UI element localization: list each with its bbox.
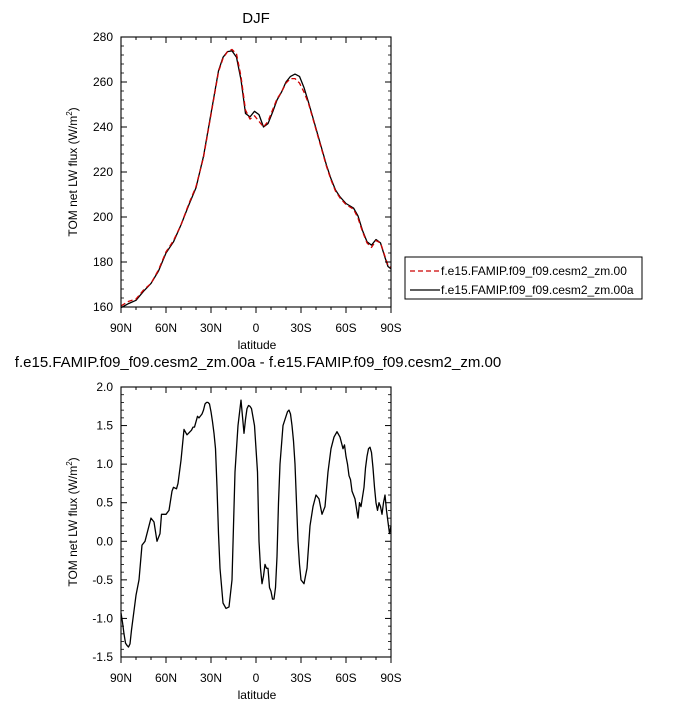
top-x-tick-label: 30S: [290, 321, 311, 335]
bottom-x-tick-label: 0: [253, 671, 260, 685]
top-plot-frame: [120, 36, 392, 308]
bottom-x-tick-label: 90S: [380, 671, 401, 685]
bottom-x-tick-label: 60S: [335, 671, 356, 685]
bottom-x-tick-label: 30S: [290, 671, 311, 685]
bottom-y-tick-label: 1.0: [96, 457, 113, 471]
top-y-tick-label: 240: [93, 120, 113, 134]
bottom-series-group: [120, 399, 392, 648]
bottom-chart-title: f.e15.FAMIP.f09_f09.cesm2_zm.00a - f.e15…: [15, 354, 501, 371]
bottom-y-tick-label: 2.0: [96, 380, 113, 394]
bottom-chart: f.e15.FAMIP.f09_f09.cesm2_zm.00a - f.e15…: [15, 354, 501, 702]
bottom-y-ticks: -1.5 -1.0 -0.5 0.0 0.5 1.0 1.5 2.0: [92, 380, 391, 664]
bottom-y-tick-label: 1.5: [96, 419, 113, 433]
top-y-tick-label: 160: [93, 300, 113, 314]
top-plot-area: [120, 36, 392, 309]
top-y-tick-label: 180: [93, 255, 113, 269]
top-series-line-0: [120, 48, 392, 307]
bottom-y-tick-label: -1.5: [92, 650, 113, 664]
bottom-x-tick-label: 90N: [110, 671, 132, 685]
top-chart: DJF 160 180 200 220 240 260 280 90N 60N 30N 0 30S 6…: [65, 10, 643, 352]
top-y-ticks: 160 180 200 220 240 260 280: [93, 30, 391, 314]
top-y-axis-label: TOM net LW flux (W/m2): [65, 107, 80, 236]
top-x-ticks: 90N 60N 30N 0 30S 60S 90S: [110, 37, 402, 335]
top-y-tick-label: 260: [93, 75, 113, 89]
top-y-tick-label: 220: [93, 165, 113, 179]
bottom-y-tick-label: 0.0: [96, 534, 113, 548]
legend: f.e15.FAMIP.f09_f09.cesm2_zm.00 f.e15.FA…: [404, 256, 643, 300]
bottom-x-tick-label: 60N: [155, 671, 177, 685]
top-y-tick-label: 200: [93, 210, 113, 224]
top-series-line-1: [120, 50, 392, 309]
bottom-series-line-0: [120, 399, 392, 648]
top-x-axis-label: latitude: [238, 338, 277, 352]
top-chart-title: DJF: [242, 10, 270, 27]
top-x-tick-label: 60S: [335, 321, 356, 335]
legend-label-series-00a: f.e15.FAMIP.f09_f09.cesm2_zm.00a: [441, 283, 634, 297]
legend-label-series-00: f.e15.FAMIP.f09_f09.cesm2_zm.00: [441, 264, 627, 278]
top-x-tick-label: 30N: [200, 321, 222, 335]
bottom-y-tick-label: 0.5: [96, 496, 113, 510]
bottom-x-tick-label: 30N: [200, 671, 222, 685]
bottom-y-axis-label: TOM net LW flux (W/m2): [65, 457, 80, 586]
bottom-x-axis-label: latitude: [238, 688, 277, 702]
top-series-group: [120, 48, 392, 309]
legend-box: [404, 256, 643, 300]
bottom-plot-area: [120, 386, 392, 658]
top-x-tick-label: 0: [253, 321, 260, 335]
top-x-tick-label: 90N: [110, 321, 132, 335]
bottom-y-tick-label: -0.5: [92, 573, 113, 587]
bottom-y-tick-label: -1.0: [92, 611, 113, 625]
top-x-tick-label: 90S: [380, 321, 401, 335]
bottom-x-ticks: 90N 60N 30N 0 30S 60S 90S: [110, 387, 402, 685]
top-x-tick-label: 60N: [155, 321, 177, 335]
top-y-tick-label: 280: [93, 30, 113, 44]
